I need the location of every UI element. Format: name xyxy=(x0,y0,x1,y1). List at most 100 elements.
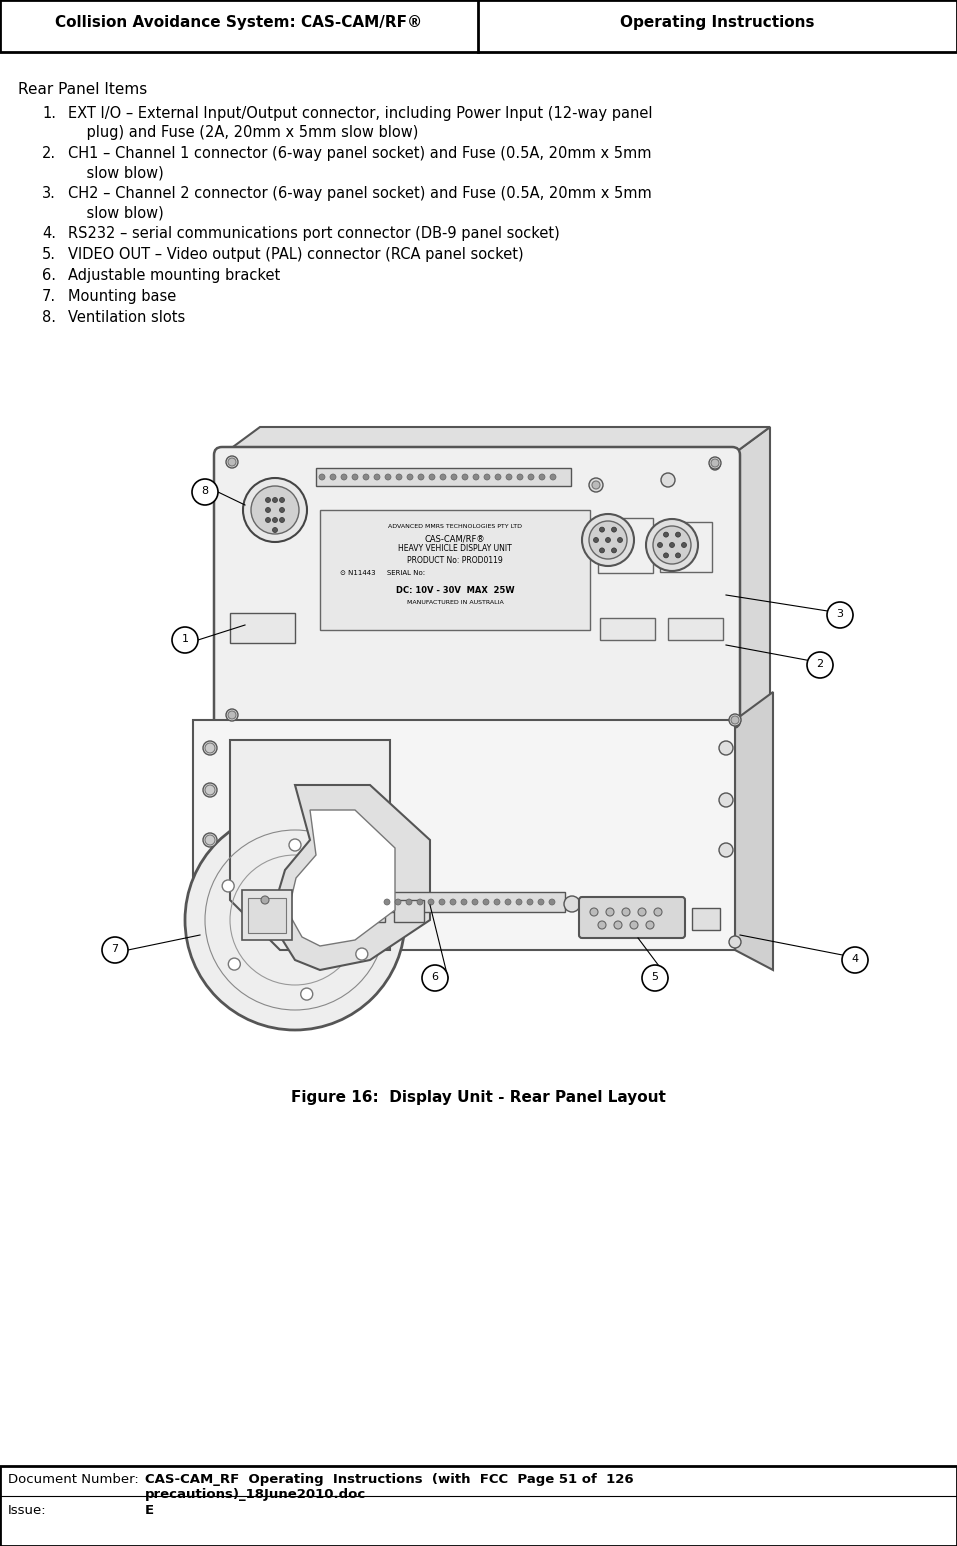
Bar xyxy=(193,720,735,949)
Text: Rear Panel Items: Rear Panel Items xyxy=(18,82,147,97)
Circle shape xyxy=(279,507,284,513)
Circle shape xyxy=(506,475,512,479)
Circle shape xyxy=(352,475,358,479)
Circle shape xyxy=(719,793,733,807)
Text: EXT I/O – External Input/Output connector, including Power Input (12-way panel: EXT I/O – External Input/Output connecto… xyxy=(68,107,653,121)
Bar xyxy=(380,892,565,912)
Circle shape xyxy=(203,782,217,798)
Bar xyxy=(394,900,424,921)
Text: CH2 – Channel 2 connector (6-way panel socket) and Fuse (0.5A, 20mm x 5mm: CH2 – Channel 2 connector (6-way panel s… xyxy=(68,186,652,201)
Circle shape xyxy=(228,458,236,465)
Text: ADVANCED MMRS TECHNOLOGIES PTY LTD: ADVANCED MMRS TECHNOLOGIES PTY LTD xyxy=(388,524,522,529)
Circle shape xyxy=(676,553,680,558)
Text: 6: 6 xyxy=(432,972,438,982)
Text: 1.: 1. xyxy=(42,107,56,121)
Circle shape xyxy=(319,475,325,479)
Circle shape xyxy=(646,921,654,929)
Circle shape xyxy=(395,900,401,904)
Circle shape xyxy=(222,880,234,892)
Circle shape xyxy=(495,475,501,479)
Circle shape xyxy=(396,475,402,479)
Circle shape xyxy=(273,518,278,523)
Bar xyxy=(248,898,286,932)
Text: 8: 8 xyxy=(201,485,209,496)
Circle shape xyxy=(589,478,603,492)
Circle shape xyxy=(842,948,868,972)
Bar xyxy=(668,618,723,640)
Circle shape xyxy=(229,959,240,969)
Circle shape xyxy=(614,921,622,929)
Text: 7.: 7. xyxy=(42,289,56,305)
Circle shape xyxy=(205,785,215,795)
Circle shape xyxy=(709,458,721,468)
Bar xyxy=(0,1466,957,1546)
Circle shape xyxy=(670,543,675,547)
Circle shape xyxy=(505,900,511,904)
Text: ⊙ N11443     SERIAL No:: ⊙ N11443 SERIAL No: xyxy=(340,570,425,577)
Circle shape xyxy=(279,498,284,502)
Circle shape xyxy=(676,532,680,536)
Circle shape xyxy=(516,900,522,904)
Text: slow blow): slow blow) xyxy=(68,206,164,220)
Circle shape xyxy=(356,948,367,960)
Circle shape xyxy=(384,900,390,904)
Circle shape xyxy=(653,526,691,564)
Text: 7: 7 xyxy=(111,945,119,954)
Circle shape xyxy=(205,744,215,753)
Text: Ventilation slots: Ventilation slots xyxy=(68,311,186,325)
Circle shape xyxy=(638,908,646,915)
Circle shape xyxy=(719,741,733,754)
Circle shape xyxy=(226,456,238,468)
Circle shape xyxy=(192,479,218,506)
Text: slow blow): slow blow) xyxy=(68,165,164,179)
Text: plug) and Fuse (2A, 20mm x 5mm slow blow): plug) and Fuse (2A, 20mm x 5mm slow blow… xyxy=(68,125,418,141)
Text: 2.: 2. xyxy=(42,145,56,161)
Text: 4.: 4. xyxy=(42,226,56,241)
Text: RS232 – serial communications port connector (DB-9 panel socket): RS232 – serial communications port conne… xyxy=(68,226,560,241)
Circle shape xyxy=(330,475,336,479)
Text: Adjustable mounting bracket: Adjustable mounting bracket xyxy=(68,267,280,283)
Circle shape xyxy=(731,716,739,724)
Bar xyxy=(598,518,653,574)
Bar xyxy=(230,614,295,643)
Circle shape xyxy=(590,908,598,915)
Circle shape xyxy=(185,810,405,1030)
Circle shape xyxy=(538,900,544,904)
Circle shape xyxy=(265,507,271,513)
Circle shape xyxy=(582,513,634,566)
Text: E: E xyxy=(145,1504,154,1517)
Text: Issue:: Issue: xyxy=(8,1504,47,1517)
Circle shape xyxy=(418,475,424,479)
Polygon shape xyxy=(270,785,430,969)
Circle shape xyxy=(549,900,555,904)
Bar xyxy=(316,468,571,485)
Bar xyxy=(692,908,720,931)
Text: VIDEO OUT – Video output (PAL) connector (RCA panel socket): VIDEO OUT – Video output (PAL) connector… xyxy=(68,247,523,261)
Circle shape xyxy=(550,475,556,479)
Circle shape xyxy=(273,498,278,502)
Polygon shape xyxy=(732,427,770,741)
Circle shape xyxy=(363,475,369,479)
Circle shape xyxy=(657,543,662,547)
Circle shape xyxy=(102,937,128,963)
Circle shape xyxy=(407,475,413,479)
Circle shape xyxy=(251,485,299,533)
Circle shape xyxy=(654,908,662,915)
FancyBboxPatch shape xyxy=(214,447,740,728)
Circle shape xyxy=(265,518,271,523)
Circle shape xyxy=(681,543,686,547)
Circle shape xyxy=(203,741,217,754)
Text: DC: 10V - 30V  MAX  25W: DC: 10V - 30V MAX 25W xyxy=(395,586,514,595)
Text: Figure 16:  Display Unit - Rear Panel Layout: Figure 16: Display Unit - Rear Panel Lay… xyxy=(291,1090,666,1105)
Circle shape xyxy=(663,553,669,558)
Circle shape xyxy=(228,711,236,719)
Circle shape xyxy=(827,601,853,628)
Circle shape xyxy=(646,519,698,570)
Circle shape xyxy=(428,900,434,904)
Circle shape xyxy=(172,628,198,652)
Circle shape xyxy=(710,461,720,470)
Circle shape xyxy=(472,900,478,904)
Circle shape xyxy=(599,547,605,553)
Circle shape xyxy=(417,900,423,904)
Circle shape xyxy=(226,710,238,720)
